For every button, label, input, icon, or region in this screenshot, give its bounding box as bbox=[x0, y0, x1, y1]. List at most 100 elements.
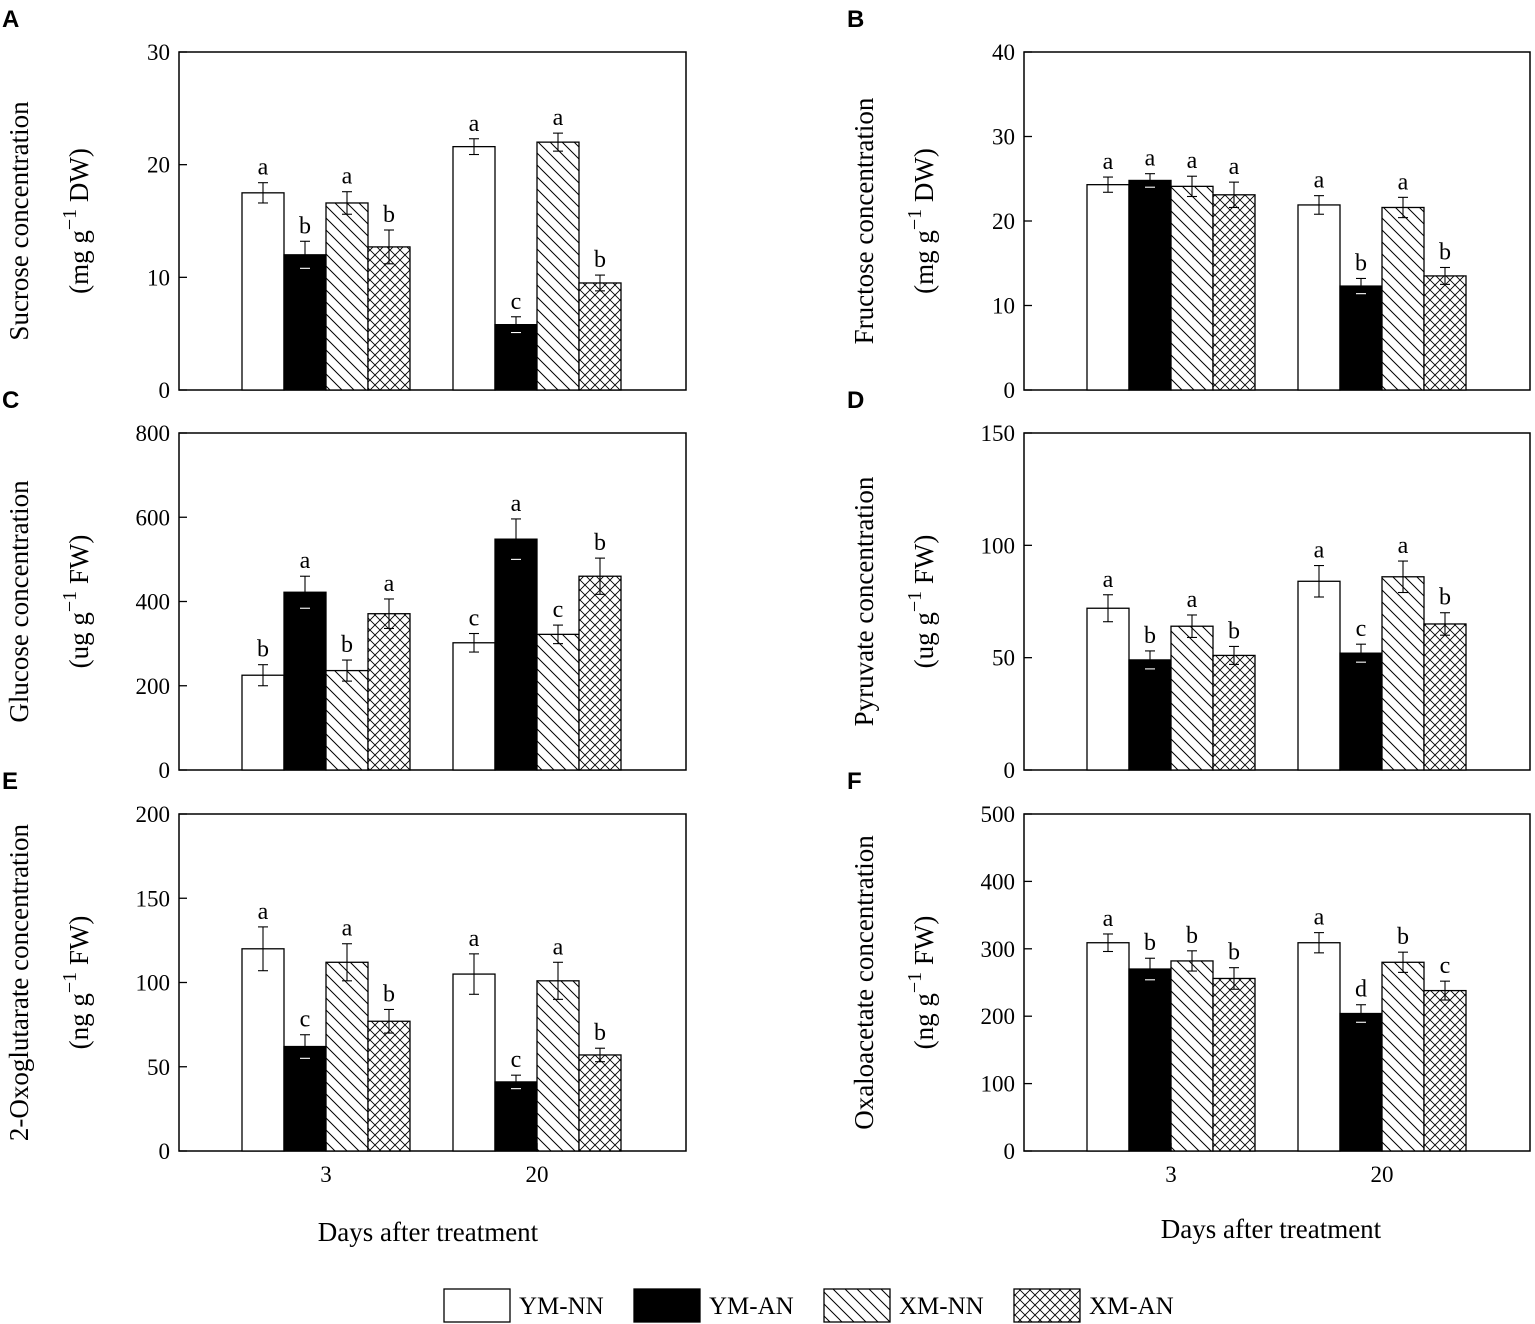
y-axis-title: Fructose concentration bbox=[849, 97, 879, 344]
y-axis-title: Pyruvate concentration bbox=[849, 476, 879, 726]
legend-label: YM-NN bbox=[519, 1293, 604, 1320]
bar-YM-NN-20 bbox=[452, 642, 496, 771]
significance-letter: a bbox=[1314, 905, 1325, 931]
significance-letter: b bbox=[1439, 239, 1451, 265]
panel-label: E bbox=[2, 768, 18, 795]
y-tick-label: 20 bbox=[147, 153, 170, 178]
y-tick-label: 10 bbox=[992, 294, 1015, 319]
y-tick-label: 150 bbox=[981, 421, 1016, 446]
legend: YM-NN YM-AN XM-NN XM-AN bbox=[443, 1288, 1174, 1323]
bar-YM-AN-20 bbox=[494, 538, 538, 771]
bar-YM-AN-20 bbox=[1339, 1012, 1383, 1152]
legend-label: XM-NN bbox=[899, 1293, 984, 1320]
significance-letter: a bbox=[342, 164, 353, 190]
y-axis-title: Sucrose concentration bbox=[4, 101, 34, 341]
bar-XM-AN-20 bbox=[578, 575, 622, 771]
panel-label: D bbox=[847, 387, 864, 414]
bar-YM-AN-3 bbox=[283, 591, 327, 771]
bar-YM-AN-3 bbox=[283, 1045, 327, 1152]
bar-XM-AN-3 bbox=[367, 246, 411, 391]
significance-letter: a bbox=[300, 548, 311, 574]
bar-XM-AN-3 bbox=[1212, 654, 1256, 771]
significance-letter: a bbox=[1314, 538, 1325, 564]
significance-letter: b bbox=[1228, 618, 1240, 644]
legend-label: YM-AN bbox=[709, 1293, 794, 1320]
y-tick-label: 30 bbox=[992, 125, 1015, 150]
bar-YM-NN-3 bbox=[1086, 942, 1130, 1152]
y-tick-label: 50 bbox=[147, 1055, 170, 1080]
significance-letter: b bbox=[383, 981, 395, 1007]
bar-XM-NN-3 bbox=[325, 669, 369, 771]
legend-swatch-XM-NN bbox=[823, 1288, 891, 1323]
bar-XM-AN-3 bbox=[1212, 977, 1256, 1152]
bar-YM-NN-3 bbox=[241, 192, 285, 391]
significance-letter: b bbox=[1439, 585, 1451, 611]
bar-YM-NN-3 bbox=[241, 948, 285, 1152]
x-axis-title-right: Days after treatment bbox=[1161, 1214, 1382, 1244]
significance-letter: a bbox=[1398, 169, 1409, 195]
y-tick-label: 500 bbox=[981, 802, 1016, 827]
significance-letter: a bbox=[258, 155, 269, 181]
panel-label: B bbox=[847, 6, 864, 33]
bar-XM-NN-20 bbox=[536, 980, 580, 1152]
bar-YM-NN-20 bbox=[1297, 204, 1341, 391]
bar-XM-AN-20 bbox=[578, 1054, 622, 1152]
y-tick-label: 100 bbox=[981, 533, 1016, 558]
bar-YM-NN-20 bbox=[1297, 580, 1341, 771]
significance-letter: a bbox=[553, 934, 564, 960]
significance-letter: c bbox=[1356, 616, 1367, 642]
significance-letter: a bbox=[1103, 906, 1114, 932]
y-axis-unit: (ug g−1 FW) bbox=[904, 535, 939, 669]
bar-XM-AN-20 bbox=[1423, 623, 1467, 771]
bar-YM-AN-20 bbox=[494, 324, 538, 391]
bar-YM-NN-3 bbox=[241, 674, 285, 771]
bar-YM-NN-20 bbox=[1297, 942, 1341, 1152]
y-tick-label: 800 bbox=[136, 421, 171, 446]
significance-letter: a bbox=[1187, 587, 1198, 613]
plot-frame bbox=[1023, 813, 1531, 1152]
y-tick-label: 0 bbox=[1004, 758, 1016, 783]
bar-XM-AN-20 bbox=[1423, 989, 1467, 1152]
significance-letter: a bbox=[1398, 533, 1409, 559]
significance-letter: a bbox=[1229, 154, 1240, 180]
y-tick-label: 10 bbox=[147, 265, 170, 290]
significance-letter: b bbox=[1144, 930, 1156, 956]
significance-letter: a bbox=[1145, 146, 1156, 172]
bar-YM-AN-3 bbox=[283, 254, 327, 391]
y-tick-label: 400 bbox=[136, 590, 171, 615]
significance-letter: b bbox=[1186, 923, 1198, 949]
bar-YM-AN-3 bbox=[1128, 659, 1172, 771]
bar-XM-NN-20 bbox=[1381, 206, 1425, 391]
significance-letter: c bbox=[1440, 953, 1451, 979]
x-tick-label: 3 bbox=[1165, 1162, 1177, 1187]
legend-swatch-YM-NN bbox=[443, 1288, 511, 1323]
bar-XM-NN-3 bbox=[325, 202, 369, 391]
plot-frame bbox=[1023, 432, 1531, 771]
significance-letter: b bbox=[1228, 940, 1240, 966]
y-tick-label: 0 bbox=[1004, 378, 1016, 403]
y-tick-label: 20 bbox=[992, 209, 1015, 234]
bar-XM-AN-3 bbox=[367, 1020, 411, 1152]
y-axis-title: 2-Oxoglutarate concentration bbox=[4, 823, 34, 1141]
bar-XM-AN-3 bbox=[367, 613, 411, 771]
significance-letter: a bbox=[1103, 149, 1114, 175]
y-tick-label: 300 bbox=[981, 937, 1016, 962]
y-tick-label: 0 bbox=[159, 758, 171, 783]
y-tick-label: 50 bbox=[992, 646, 1015, 671]
x-axis-title-left: Days after treatment bbox=[318, 1217, 539, 1247]
y-tick-label: 0 bbox=[159, 1139, 171, 1164]
bar-XM-AN-3 bbox=[1212, 194, 1256, 391]
significance-letter: a bbox=[342, 916, 353, 942]
bar-YM-AN-3 bbox=[1128, 968, 1172, 1152]
bar-YM-NN-20 bbox=[452, 145, 496, 391]
significance-letter: a bbox=[1187, 148, 1198, 174]
panel-F: F 0 100 200 300 400 500 Oxaloacetate concentrat… bbox=[847, 768, 1531, 1187]
panel-label: A bbox=[2, 6, 19, 33]
bar-XM-NN-3 bbox=[1170, 185, 1214, 391]
significance-letter: a bbox=[258, 899, 269, 925]
y-axis-title: Glucose concentration bbox=[4, 480, 34, 723]
significance-letter: a bbox=[384, 571, 395, 597]
bar-YM-AN-20 bbox=[494, 1081, 538, 1152]
